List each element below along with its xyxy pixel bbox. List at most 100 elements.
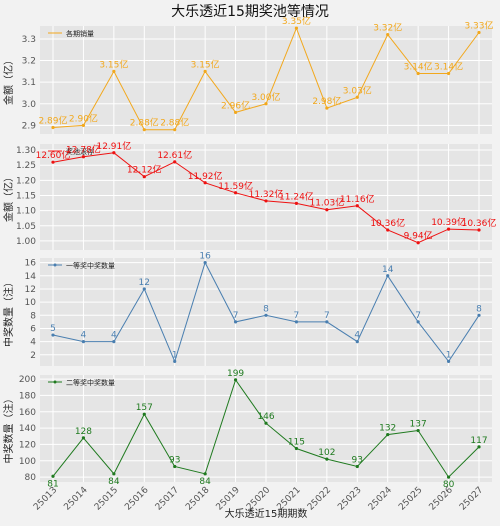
y-tick-label: 14 <box>25 272 37 282</box>
data-point <box>294 320 299 324</box>
data-label: 3.33亿 <box>464 19 493 31</box>
data-point <box>446 71 451 76</box>
y-tick-label: 16 <box>25 259 37 269</box>
data-point <box>233 110 238 114</box>
data-label: 3.32亿 <box>373 22 402 34</box>
data-label: 7 <box>324 311 330 321</box>
data-point <box>294 201 299 205</box>
data-point <box>294 26 299 30</box>
data-label: 80 <box>443 480 455 490</box>
data-point <box>81 123 86 127</box>
data-label: 10.36亿 <box>462 217 497 229</box>
data-point <box>203 472 207 476</box>
data-label: 3.00亿 <box>251 91 280 103</box>
x-tick-label: 25023 <box>336 485 363 512</box>
data-point <box>81 436 86 440</box>
y-tick-label: 1.20 <box>16 176 36 186</box>
data-label: 2.88亿 <box>160 117 189 129</box>
data-label: 12 <box>139 278 150 288</box>
data-label: 2.89亿 <box>38 115 67 127</box>
data-label: 11.16亿 <box>340 193 375 205</box>
data-point <box>112 69 116 73</box>
data-label: 12.12亿 <box>127 164 162 176</box>
data-point <box>51 125 55 130</box>
data-point <box>355 204 359 208</box>
y-tick-label: 80 <box>25 473 37 483</box>
data-point <box>81 340 86 344</box>
data-label: 93 <box>352 455 363 465</box>
data-label: 84 <box>108 477 120 487</box>
data-label: 128 <box>75 427 92 437</box>
legend-label: 奖池滚存 <box>66 147 94 156</box>
x-tick-label: 25027 <box>458 485 485 512</box>
x-tick-label: 25024 <box>367 485 395 513</box>
data-label: 7 <box>415 311 421 321</box>
data-point <box>233 320 238 324</box>
data-label: 2.90亿 <box>69 112 98 124</box>
data-label: 2.98亿 <box>312 95 341 107</box>
y-tick-label: 120 <box>19 440 36 450</box>
legend-label: 二等奖中奖数量 <box>66 378 115 387</box>
data-point <box>142 128 146 132</box>
data-point <box>51 474 55 478</box>
x-tick-label: 25016 <box>123 485 151 513</box>
data-point <box>325 106 329 110</box>
data-point <box>355 464 359 469</box>
data-label: 3.14亿 <box>434 61 463 73</box>
y-tick-label: 1.05 <box>16 222 36 232</box>
data-point <box>416 428 420 433</box>
x-tick-label: 25014 <box>62 485 90 513</box>
data-label: 9.94亿 <box>404 230 433 242</box>
data-label: 93 <box>169 455 180 465</box>
data-point <box>264 313 268 317</box>
data-point <box>233 378 238 382</box>
data-label: 7 <box>233 311 239 321</box>
data-label: 12.78亿 <box>66 144 101 156</box>
data-label: 102 <box>318 448 335 458</box>
data-label: 11.59亿 <box>218 180 253 192</box>
data-label: 137 <box>410 420 427 430</box>
data-point <box>446 227 451 231</box>
y-tick-label: 1.00 <box>16 237 36 247</box>
y-tick-label: 1.25 <box>16 161 36 171</box>
data-point <box>477 313 481 317</box>
data-label: 84 <box>199 477 211 487</box>
y-tick-label: 10 <box>25 298 37 308</box>
x-tick-label: 25025 <box>397 485 424 512</box>
y-axis-label: 金额（亿） <box>2 55 15 105</box>
data-point <box>173 128 177 132</box>
data-label: 8 <box>476 304 482 314</box>
y-tick-label: 200 <box>19 375 36 385</box>
x-tick-label: 25013 <box>32 485 59 512</box>
data-point <box>264 102 268 106</box>
y-tick-label: 180 <box>19 391 36 401</box>
data-label: 117 <box>470 436 487 446</box>
data-point <box>355 95 359 99</box>
data-point <box>416 71 420 76</box>
y-tick-label: 6 <box>30 324 36 334</box>
y-tick-label: 4 <box>30 338 36 348</box>
chart-title: 大乐透近15期奖池等情况 <box>171 3 329 20</box>
data-point <box>416 241 420 245</box>
x-tick-label: 25026 <box>428 485 456 513</box>
data-point <box>477 228 481 232</box>
y-tick-label: 8 <box>30 311 36 321</box>
y-tick-label: 140 <box>19 424 36 434</box>
y-tick-label: 12 <box>25 285 36 295</box>
data-label: 157 <box>136 403 153 413</box>
legend-marker <box>53 263 57 267</box>
data-point <box>477 30 481 35</box>
data-label: 4 <box>354 331 360 341</box>
y-tick-label: 3.1 <box>22 78 36 88</box>
y-tick-label: 3.3 <box>22 35 36 45</box>
y-tick-label: 3.0 <box>22 100 37 110</box>
x-axis-label: 大乐透近15期期数 <box>225 507 308 520</box>
data-point <box>51 333 55 337</box>
data-label: 8 <box>263 304 269 314</box>
data-point <box>142 412 146 416</box>
data-point <box>81 155 86 159</box>
data-point <box>264 421 268 425</box>
data-label: 12.61亿 <box>157 149 192 161</box>
